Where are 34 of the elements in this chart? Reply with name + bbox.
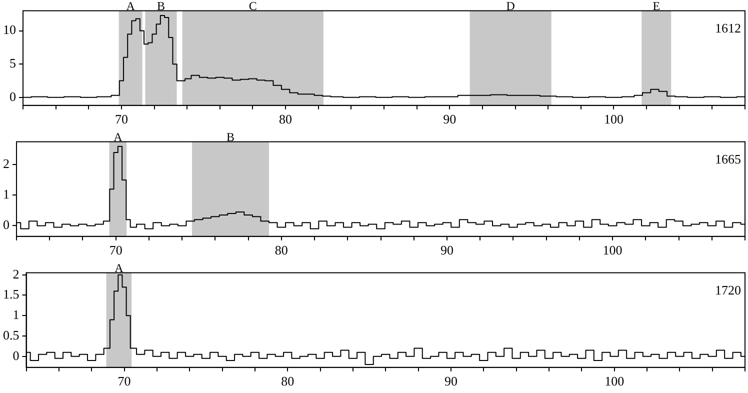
annotation: 1720 xyxy=(715,282,741,298)
x-tick-label: 100 xyxy=(604,374,624,389)
band-label: A xyxy=(114,260,124,275)
x-tick-label: 100 xyxy=(602,242,622,258)
band-label: A xyxy=(114,130,123,144)
x-tick-label: 70 xyxy=(118,374,131,389)
band-label: E xyxy=(652,0,660,13)
y-tick-label: 2 xyxy=(12,266,20,282)
y-tick-label: 1.5 xyxy=(3,286,20,302)
y-tick-label: 5 xyxy=(10,56,16,71)
y-tick-label: 10 xyxy=(3,22,16,38)
x-tick-label: 80 xyxy=(279,112,292,127)
annotation: 1665 xyxy=(715,152,741,167)
annotation: 1612 xyxy=(715,20,741,36)
x-tick-label: 80 xyxy=(274,242,288,258)
x-tick-label: 90 xyxy=(443,112,456,127)
y-tick-label: 2 xyxy=(3,156,10,172)
y-tick-label: 0.5 xyxy=(3,327,20,342)
y-tick-label: 0 xyxy=(3,217,10,232)
x-tick-label: 90 xyxy=(440,242,454,258)
band-label: B xyxy=(226,130,235,144)
y-tick-label: 0 xyxy=(10,88,16,104)
band-label: A xyxy=(126,0,136,13)
band-label: B xyxy=(156,0,166,13)
x-tick-label: 80 xyxy=(281,374,294,389)
x-tick-label: 90 xyxy=(444,374,458,389)
y-tick-label: 1 xyxy=(3,186,10,202)
band-label: C xyxy=(248,0,257,13)
y-tick-label: 0 xyxy=(12,348,20,363)
y-tick-label: 1 xyxy=(12,307,20,322)
band-label: D xyxy=(506,0,516,13)
x-tick-label: 70 xyxy=(109,242,122,258)
x-tick-label: 70 xyxy=(114,112,128,127)
x-tick-label: 100 xyxy=(604,112,624,127)
